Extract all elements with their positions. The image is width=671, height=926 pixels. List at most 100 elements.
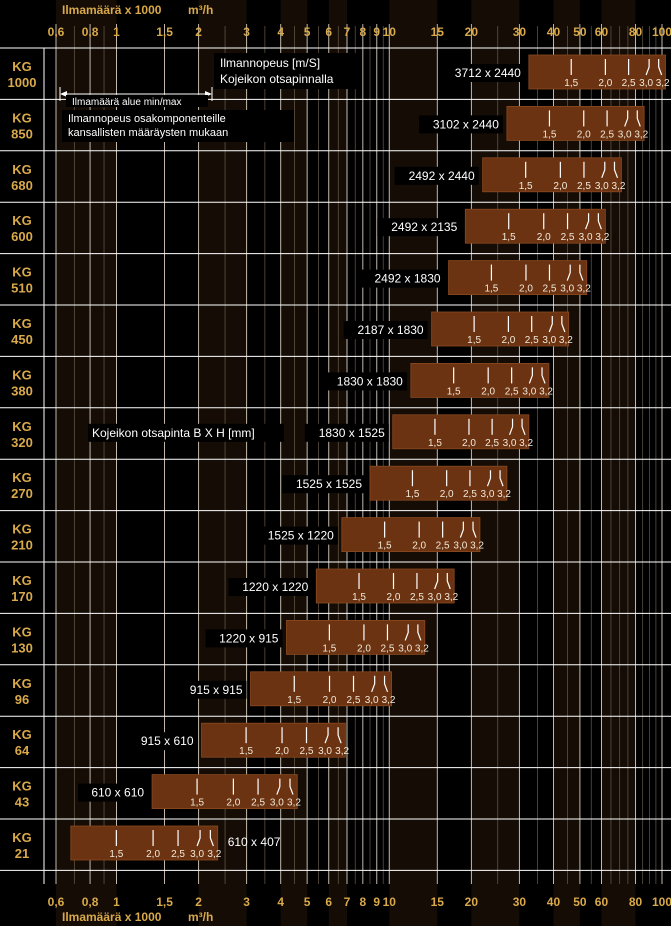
face-dimension-label: 2187 x 1830	[358, 323, 424, 337]
velocity-label: 1,5	[352, 592, 366, 603]
velocity-label: 1,5	[405, 489, 419, 500]
velocity-label: 3,2	[577, 284, 591, 295]
velocity-label: 3,0	[579, 232, 593, 243]
velocity-mark	[289, 778, 294, 795]
velocity-mark	[276, 778, 281, 795]
row-model-label: KG	[12, 624, 32, 639]
velocity-label: 2,5	[505, 386, 519, 397]
velocity-label: 2,5	[300, 746, 314, 757]
row-model-label: KG	[12, 727, 32, 742]
row-size-label: 450	[11, 332, 33, 347]
face-title: Kojeikon otsapinta B X H [mm]	[92, 426, 255, 440]
velocity-label: 3,0	[270, 798, 284, 809]
velocity-label: 2,0	[440, 489, 454, 500]
velocity-label: 2,5	[525, 335, 539, 346]
row-size-label: 64	[15, 743, 30, 758]
velocity-mark	[624, 110, 629, 127]
column-band	[280, 0, 308, 926]
velocity-label: 2,5	[485, 438, 499, 449]
bottom-tick-label: 6	[325, 895, 332, 909]
velocity-label: 3,0	[560, 284, 574, 295]
top-tick-label: 30	[513, 25, 527, 39]
bottom-tick-label: 20	[465, 895, 479, 909]
face-dimension-label: 1220 x 1220	[242, 580, 308, 594]
row-size-label: 43	[15, 795, 29, 810]
velocity-label: 2,0	[598, 78, 612, 89]
face-label-bg	[253, 526, 338, 545]
velocity-label: 3,2	[287, 798, 301, 809]
velocity-label: 2,0	[553, 181, 567, 192]
face-label-bg	[394, 166, 479, 185]
row-size-label: 320	[11, 435, 33, 450]
velocity-mark	[196, 830, 201, 847]
bottom-tick-label: 1,5	[156, 895, 173, 909]
velocity-label: 2,5	[622, 78, 636, 89]
top-tick-label: 40	[547, 25, 561, 39]
face-dimension-label: 2492 x 2135	[391, 220, 457, 234]
velocity-label: 2,0	[146, 849, 160, 860]
velocity-label: 3,0	[428, 592, 442, 603]
face-dimension-label: 2492 x 1830	[375, 272, 441, 286]
velocity-label: 2,5	[543, 284, 557, 295]
row-model-label: KG	[12, 573, 32, 588]
velocity-mark	[528, 367, 533, 384]
top-tick-label: 6	[325, 25, 332, 39]
velocity-mark	[472, 521, 477, 538]
velocity-label: 2,0	[275, 746, 289, 757]
velocity-mark	[645, 59, 650, 76]
velocity-mark	[601, 161, 606, 179]
top-tick-label: 1	[113, 25, 120, 39]
row-size-label: 130	[11, 640, 33, 655]
row-size-label: 1000	[8, 75, 37, 90]
velocity-label: 1,5	[109, 849, 123, 860]
velocity-label: 2,5	[410, 592, 424, 603]
top-tick-label: 5	[304, 25, 311, 39]
bottom-tick-label: 3	[243, 895, 250, 909]
velocity-label: 3,0	[398, 643, 412, 654]
velocity-mark	[508, 418, 514, 436]
top-axis-unit: m³/h	[188, 3, 213, 17]
velocity-label: 3,0	[639, 78, 653, 89]
velocity-label: 2,5	[600, 129, 614, 140]
bottom-tick-label: 10	[383, 895, 397, 909]
top-tick-label: 0,6	[48, 25, 65, 39]
velocity-label: 2,0	[387, 592, 401, 603]
velocity-label: 2,0	[323, 695, 337, 706]
velocity-label: 2,5	[436, 541, 450, 552]
face-title-bg	[88, 423, 284, 442]
velocity-label: 3,0	[595, 181, 609, 192]
face-label-bg	[176, 680, 247, 699]
velocity-mark	[541, 367, 546, 384]
face-dimension-label: 610 x 407	[228, 835, 281, 849]
face-label-bg	[228, 578, 313, 596]
velocity-label: 3,0	[318, 746, 332, 757]
column-band	[553, 0, 580, 926]
velocity-mark	[597, 213, 602, 230]
component-note-bg	[62, 110, 294, 142]
row-model-label: KG	[12, 213, 32, 228]
face-label-bg	[127, 732, 198, 751]
row-size-label: 380	[11, 383, 33, 398]
velocity-label: 2,5	[171, 849, 185, 860]
row-model-label: KG	[12, 367, 32, 382]
velocity-title-line2: Kojeikon otsapinnalla	[220, 72, 334, 86]
top-tick-label: 2	[195, 25, 202, 39]
face-dimension-label: 915 x 610	[141, 734, 194, 748]
velocity-mark	[636, 110, 641, 127]
annotation-bg	[214, 53, 362, 89]
column-band	[328, 0, 348, 926]
airflow-bar	[250, 671, 392, 707]
range-label: Ilmamäärä alue min/max	[72, 97, 181, 108]
airflow-bar	[410, 362, 550, 398]
bottom-tick-label: 80	[629, 895, 643, 909]
bottom-tick-label: 7	[344, 895, 351, 909]
bottom-tick-label: 100	[652, 895, 671, 909]
face-label-bg	[77, 783, 149, 802]
row-model-label: KG	[12, 316, 32, 331]
row-model-label: KG	[12, 779, 32, 794]
velocity-label: 3,0	[542, 335, 556, 346]
face-label-bg	[304, 423, 389, 442]
velocity-label: 3,2	[444, 592, 458, 603]
velocity-label: 3,0	[365, 695, 379, 706]
velocity-label: 3,0	[190, 849, 204, 860]
